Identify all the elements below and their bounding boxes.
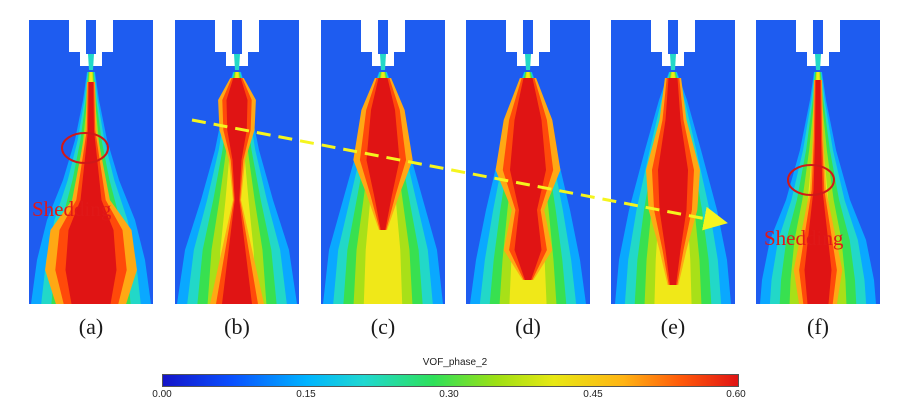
panel-label-e: (e) [660, 314, 686, 339]
nozzle-jet [234, 54, 240, 70]
nozzle-jet [380, 54, 386, 70]
colorbar-tick-4: 0.60 [726, 389, 746, 400]
shedding-label-f: Shedding [764, 226, 844, 250]
colorbar-tick-0: 0.00 [152, 389, 172, 400]
contour-core [510, 78, 546, 280]
nozzle-inlet [523, 20, 533, 54]
colorbar-tick-1: 0.15 [296, 389, 316, 400]
panel-c [321, 20, 445, 304]
nozzle-jet [670, 54, 676, 70]
contour-core [222, 78, 252, 304]
panel-b [175, 20, 299, 304]
nozzle-jet [88, 54, 94, 70]
nozzle-inlet [86, 20, 96, 54]
contour-core [366, 78, 400, 230]
panel-label-d: (d) [515, 314, 541, 339]
colorbar-tick-2: 0.30 [439, 389, 459, 400]
trend-arrow [191, 118, 728, 231]
nozzle-inlet [813, 20, 823, 54]
colorbar-tick-3: 0.45 [583, 389, 603, 400]
shedding-ellipse-a [61, 132, 109, 164]
panel-label-f: (f) [807, 314, 829, 339]
colorbar-title: VOF_phase_2 [422, 357, 488, 368]
nozzle-jet [525, 54, 531, 70]
colorbar [162, 374, 739, 387]
panel-f [756, 20, 880, 304]
nozzle-inlet [232, 20, 242, 54]
shedding-ellipse-f [787, 164, 835, 196]
contour-core [658, 78, 688, 285]
contour-core [804, 80, 832, 304]
panel-d [466, 20, 590, 304]
contour-core [65, 82, 117, 304]
nozzle-inlet [668, 20, 678, 54]
nozzle-inlet [378, 20, 388, 54]
nozzle-jet [815, 54, 821, 70]
shedding-label-a: Shedding [32, 197, 112, 221]
panel-label-c: (c) [370, 314, 396, 339]
panel-label-a: (a) [78, 314, 104, 339]
panel-e [611, 20, 735, 304]
panel-label-b: (b) [224, 314, 250, 339]
panel-a [29, 20, 153, 304]
